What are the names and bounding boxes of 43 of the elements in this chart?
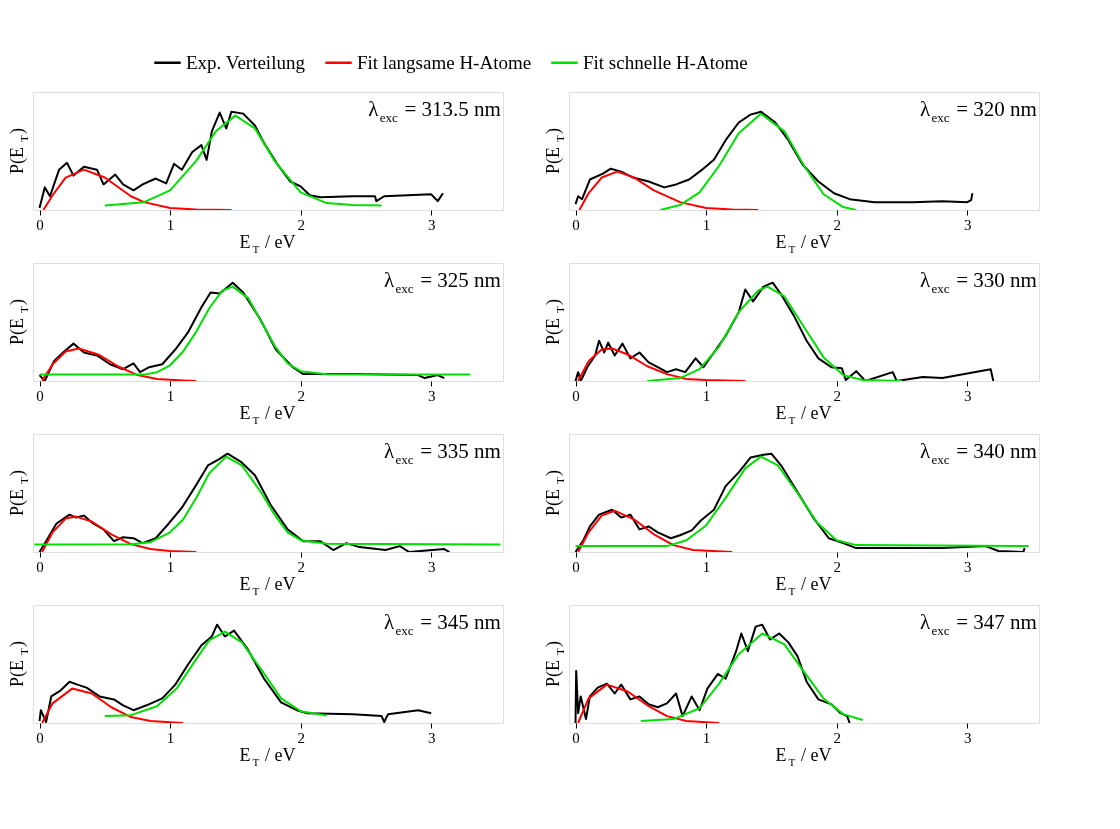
x-tick-label: 3: [963, 387, 972, 404]
x-tick-label: 0: [36, 387, 44, 404]
x-tick-label: 3: [427, 558, 436, 575]
x-tick-label: 2: [297, 729, 305, 746]
x-tick-label: 0: [36, 216, 44, 233]
legend-label: Fit langsame H-Atome: [357, 51, 532, 73]
x-tick-label: 3: [427, 387, 436, 404]
x-tick-label: 0: [36, 558, 44, 575]
x-tick-label: 2: [833, 387, 841, 404]
x-tick-label: 1: [702, 558, 711, 575]
x-tick-label: 2: [833, 216, 841, 233]
x-tick-label: 1: [702, 387, 711, 404]
y-axis-title: P(ET): [7, 641, 31, 687]
x-tick-label: 0: [572, 216, 580, 233]
x-tick-label: 3: [963, 729, 972, 746]
legend-label: Exp. Verteilung: [186, 51, 306, 73]
x-tick-label: 0: [572, 558, 580, 575]
legend-label: Fit schnelle H-Atome: [583, 51, 748, 73]
y-axis-title: P(ET): [543, 299, 567, 345]
x-tick-label: 2: [297, 216, 305, 233]
x-tick-label: 1: [702, 216, 711, 233]
y-axis-title: P(ET): [543, 128, 567, 174]
y-axis-title: P(ET): [7, 128, 31, 174]
x-tick-label: 3: [963, 558, 972, 575]
x-tick-label: 1: [702, 729, 711, 746]
y-axis-title: P(ET): [543, 641, 567, 687]
x-tick-label: 3: [427, 216, 436, 233]
x-tick-label: 2: [297, 387, 305, 404]
x-tick-label: 1: [166, 387, 175, 404]
x-tick-label: 2: [833, 729, 841, 746]
y-axis-title: P(ET): [7, 470, 31, 516]
x-tick-label: 3: [427, 729, 436, 746]
x-tick-label: 2: [833, 558, 841, 575]
y-axis-title: P(ET): [543, 470, 567, 516]
x-tick-label: 1: [166, 558, 175, 575]
x-tick-label: 0: [572, 387, 580, 404]
x-tick-label: 2: [297, 558, 305, 575]
y-axis-title: P(ET): [7, 299, 31, 345]
x-tick-label: 1: [166, 216, 175, 233]
x-tick-label: 0: [572, 729, 580, 746]
x-tick-label: 0: [36, 729, 44, 746]
x-tick-label: 1: [166, 729, 175, 746]
x-tick-label: 3: [963, 216, 972, 233]
